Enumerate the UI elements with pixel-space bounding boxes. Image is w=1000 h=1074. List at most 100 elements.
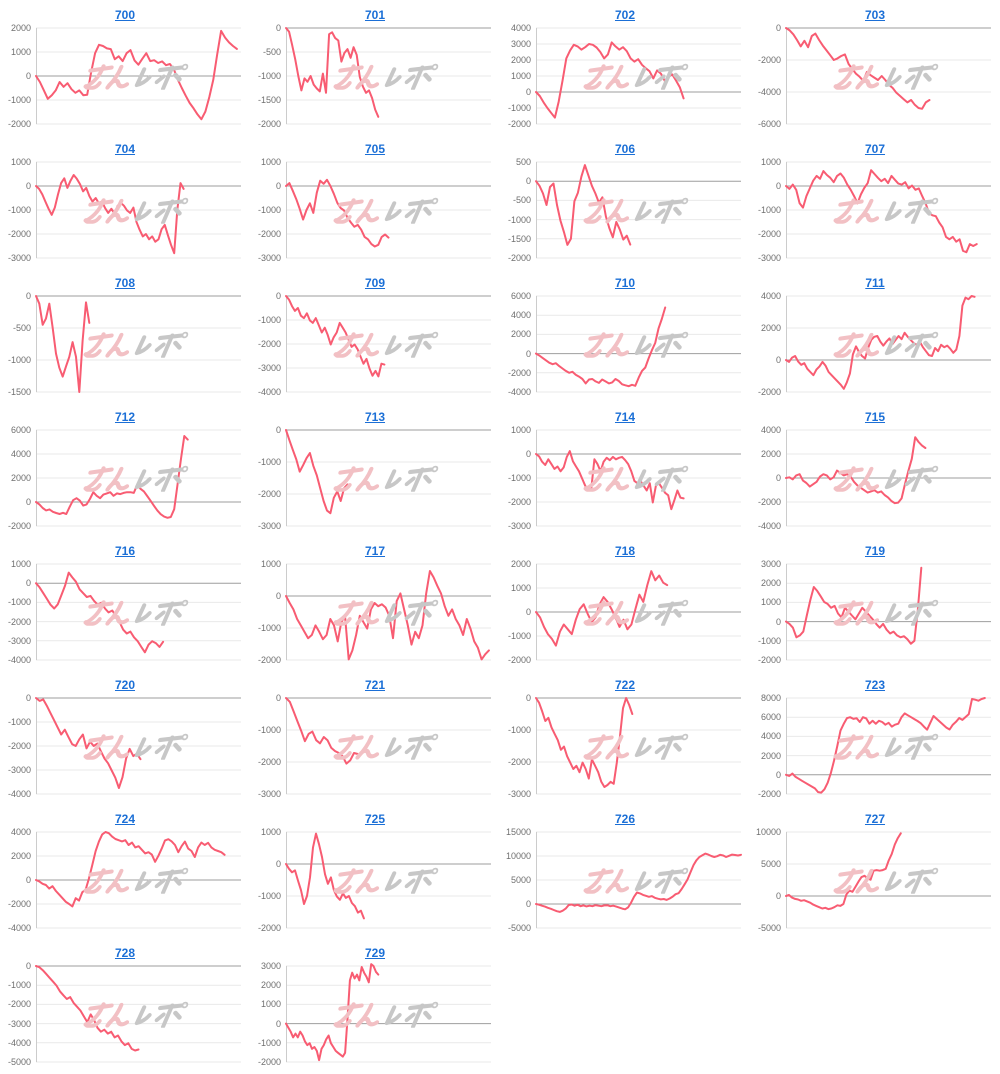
machine-chart-cell: 724 4000 2000 0 -2000 -4000 xyxy=(0,806,250,940)
machine-chart-cell: 711 4000 2000 0 -2000 xyxy=(750,270,1000,404)
plot-area: 1000 0 -1000 -2000 -3000 xyxy=(8,157,241,263)
y-axis-tick-label: 0 xyxy=(275,1018,281,1029)
machine-number-link[interactable]: 705 xyxy=(364,142,386,156)
machine-number-link[interactable]: 718 xyxy=(614,544,636,558)
y-axis-tick-label: 0 xyxy=(25,71,31,81)
machine-number-title: 725 xyxy=(250,806,500,826)
y-axis-tick-label: -1500 xyxy=(7,387,31,397)
machine-number-link[interactable]: 714 xyxy=(614,410,636,424)
machine-number-link[interactable]: 707 xyxy=(864,142,886,156)
machine-number-link[interactable]: 723 xyxy=(864,678,886,692)
machine-number-link[interactable]: 713 xyxy=(364,410,386,424)
machine-number-link[interactable]: 724 xyxy=(114,812,136,826)
y-axis-tick-label: -2000 xyxy=(757,229,781,239)
y-axis-tick-label: -2000 xyxy=(507,119,531,129)
y-axis-tick-label: 2000 xyxy=(510,329,531,340)
y-axis-tick-label: -1000 xyxy=(257,1037,281,1048)
y-axis-tick-label: -2000 xyxy=(257,1057,281,1067)
plot-area: 0 -500 -1000 -1500 xyxy=(8,291,241,397)
machine-number-link[interactable]: 704 xyxy=(114,142,136,156)
machine-number-link[interactable]: 701 xyxy=(364,8,386,22)
y-axis-tick-label: 5000 xyxy=(510,875,531,885)
y-axis-tick-label: 2000 xyxy=(10,851,31,861)
y-axis-tick-label: -5000 xyxy=(757,923,781,933)
machine-number-title: 727 xyxy=(750,806,1000,826)
machine-number-title: 715 xyxy=(750,404,1000,424)
machine-number-link[interactable]: 720 xyxy=(114,678,136,692)
line-chart xyxy=(285,697,491,795)
machine-number-link[interactable]: 703 xyxy=(864,8,886,22)
machine-number-link[interactable]: 715 xyxy=(864,410,886,424)
y-axis-tick-label: 2000 xyxy=(510,55,531,65)
payout-line-series xyxy=(785,295,976,390)
y-axis-tick-label: -2000 xyxy=(757,497,781,507)
machine-number-link[interactable]: 726 xyxy=(614,812,636,826)
payout-line-series xyxy=(285,178,390,248)
payout-line-series xyxy=(35,965,140,1052)
machine-number-link[interactable]: 729 xyxy=(364,946,386,960)
line-chart xyxy=(35,295,241,393)
payout-line-series xyxy=(285,295,386,378)
machine-chart-cell: 725 1000 0 -1000 -2000 xyxy=(250,806,500,940)
machine-number-link[interactable]: 717 xyxy=(364,544,386,558)
y-axis-tick-label: 0 xyxy=(275,693,281,703)
machine-number-link[interactable]: 709 xyxy=(364,276,386,290)
machine-number-link[interactable]: 719 xyxy=(864,544,886,558)
machine-number-link[interactable]: 716 xyxy=(114,544,136,558)
y-axis-tick-label: 0 xyxy=(275,181,281,191)
y-axis-tick-label: 0 xyxy=(525,899,531,909)
y-axis-tick-label: 10000 xyxy=(505,851,531,861)
y-axis-tick-label: 4000 xyxy=(760,291,781,301)
payout-line-series xyxy=(285,27,380,118)
machine-chart-cell: 717 1000 0 -1000 -2000 xyxy=(250,538,500,672)
payout-line-series xyxy=(535,450,685,511)
payout-line-series xyxy=(285,832,365,920)
y-axis-tick-label: 0 xyxy=(775,23,781,33)
y-axis-tick-label: -3000 xyxy=(7,253,31,263)
y-axis-tick-label: 500 xyxy=(515,157,531,167)
y-axis-tick-label: -1000 xyxy=(507,214,531,225)
y-axis-tick-label: 6000 xyxy=(760,712,781,723)
machine-number-link[interactable]: 706 xyxy=(614,142,636,156)
machine-chart-cell: 712 6000 4000 2000 0 -2000 xyxy=(0,404,250,538)
machine-number-link[interactable]: 721 xyxy=(364,678,386,692)
line-chart xyxy=(35,429,241,527)
machine-number-link[interactable]: 710 xyxy=(614,276,636,290)
machine-number-title: 702 xyxy=(500,2,750,22)
machine-chart-cell: 707 1000 0 -1000 -2000 -3000 xyxy=(750,136,1000,270)
y-axis-tick-label: -2000 xyxy=(257,119,281,129)
y-axis-tick-label: 1000 xyxy=(260,999,281,1010)
machine-number-link[interactable]: 708 xyxy=(114,276,136,290)
y-axis-tick-label: -2000 xyxy=(757,55,781,65)
machine-number-link[interactable]: 725 xyxy=(364,812,386,826)
machine-number-title: 719 xyxy=(750,538,1000,558)
line-chart xyxy=(785,831,991,929)
machine-number-link[interactable]: 728 xyxy=(114,946,136,960)
y-axis-tick-label: -1000 xyxy=(257,891,281,901)
y-axis-tick-label: -2000 xyxy=(507,655,531,665)
machine-number-link[interactable]: 711 xyxy=(865,276,885,290)
machine-number-title: 716 xyxy=(0,538,250,558)
machine-number-link[interactable]: 700 xyxy=(114,8,136,22)
machine-number-title: 720 xyxy=(0,672,250,692)
machine-number-link[interactable]: 712 xyxy=(114,410,136,424)
y-axis-tick-label: 0 xyxy=(525,348,531,359)
line-chart xyxy=(35,831,241,929)
y-axis-tick-label: -3000 xyxy=(257,363,281,373)
y-axis-tick-label: -4000 xyxy=(757,87,781,97)
machine-chart-cell: 721 0 -1000 -2000 -3000 xyxy=(250,672,500,806)
plot-area: 15000 10000 5000 0 -5000 xyxy=(506,827,742,933)
y-axis-tick-label: 4000 xyxy=(510,23,531,33)
y-axis-tick-label: -1000 xyxy=(757,205,781,215)
machine-number-link[interactable]: 702 xyxy=(614,8,636,22)
line-chart xyxy=(285,429,491,527)
y-axis-tick-label: -500 xyxy=(262,47,281,57)
y-axis-tick-label: 4000 xyxy=(760,731,781,742)
machine-number-link[interactable]: 722 xyxy=(614,678,636,692)
plot-area: 1000 0 -1000 -2000 -3000 xyxy=(758,157,991,263)
machine-number-link[interactable]: 727 xyxy=(864,812,886,826)
y-axis-tick-label: -2000 xyxy=(257,489,281,499)
y-axis-tick-label: 3000 xyxy=(510,39,531,49)
machine-chart-cell: 729 3000 2000 1000 0 -1000 -2000 xyxy=(250,940,500,1074)
